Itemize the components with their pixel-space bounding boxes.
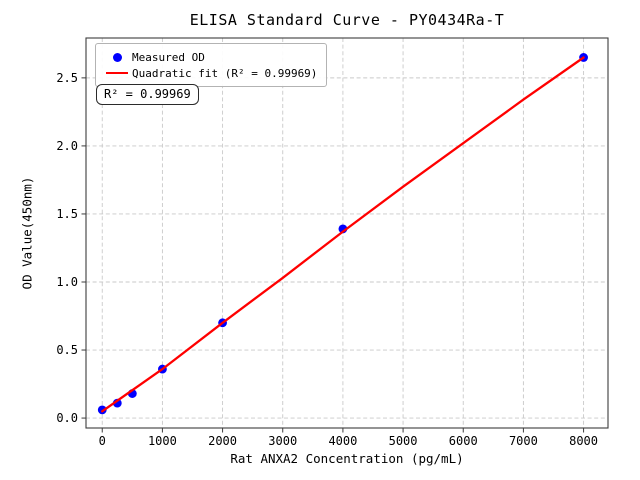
x-tick-label: 5000 xyxy=(389,434,418,448)
axes-spines xyxy=(85,37,609,429)
measured-od-dot-icon xyxy=(102,52,132,62)
y-axis-label: OD Value(450nm) xyxy=(19,176,35,290)
fit-line xyxy=(101,56,585,413)
x-tick-label: 2000 xyxy=(208,434,237,448)
legend-item-label: Quadratic fit (R² = 0.99969) xyxy=(132,66,318,80)
x-tick-label: 1000 xyxy=(148,434,177,448)
chart-title: ELISA Standard Curve - PY0434Ra-T xyxy=(189,11,505,29)
x-tick-label: 3000 xyxy=(268,434,297,448)
legend-item-label: Measured OD xyxy=(132,50,205,64)
x-axis-label: Rat ANXA2 Concentration (pg/mL) xyxy=(230,451,464,466)
legend-item-fit: Quadratic fit (R² = 0.99969) xyxy=(102,65,317,81)
fit-line-icon xyxy=(102,71,132,75)
legend: Measured OD Quadratic fit (R² = 0.99969) xyxy=(95,43,328,87)
legend-item-measured: Measured OD xyxy=(102,49,317,65)
x-tick-label: 0 xyxy=(99,434,106,448)
x-tick-label: 8000 xyxy=(569,434,598,448)
x-tick-label: 7000 xyxy=(509,434,538,448)
y-tick-label: 2.5 xyxy=(56,71,78,85)
y-tick-label: 1.5 xyxy=(56,207,78,221)
y-tick-label: 0.0 xyxy=(56,411,78,425)
y-tick-label: 0.5 xyxy=(56,343,78,357)
x-tick-label: 4000 xyxy=(328,434,357,448)
y-tick-label: 1.0 xyxy=(56,275,78,289)
y-tick-label: 2.0 xyxy=(56,139,78,153)
x-tick-label: 6000 xyxy=(449,434,478,448)
r-squared-annotation: R² = 0.99969 xyxy=(96,84,199,105)
